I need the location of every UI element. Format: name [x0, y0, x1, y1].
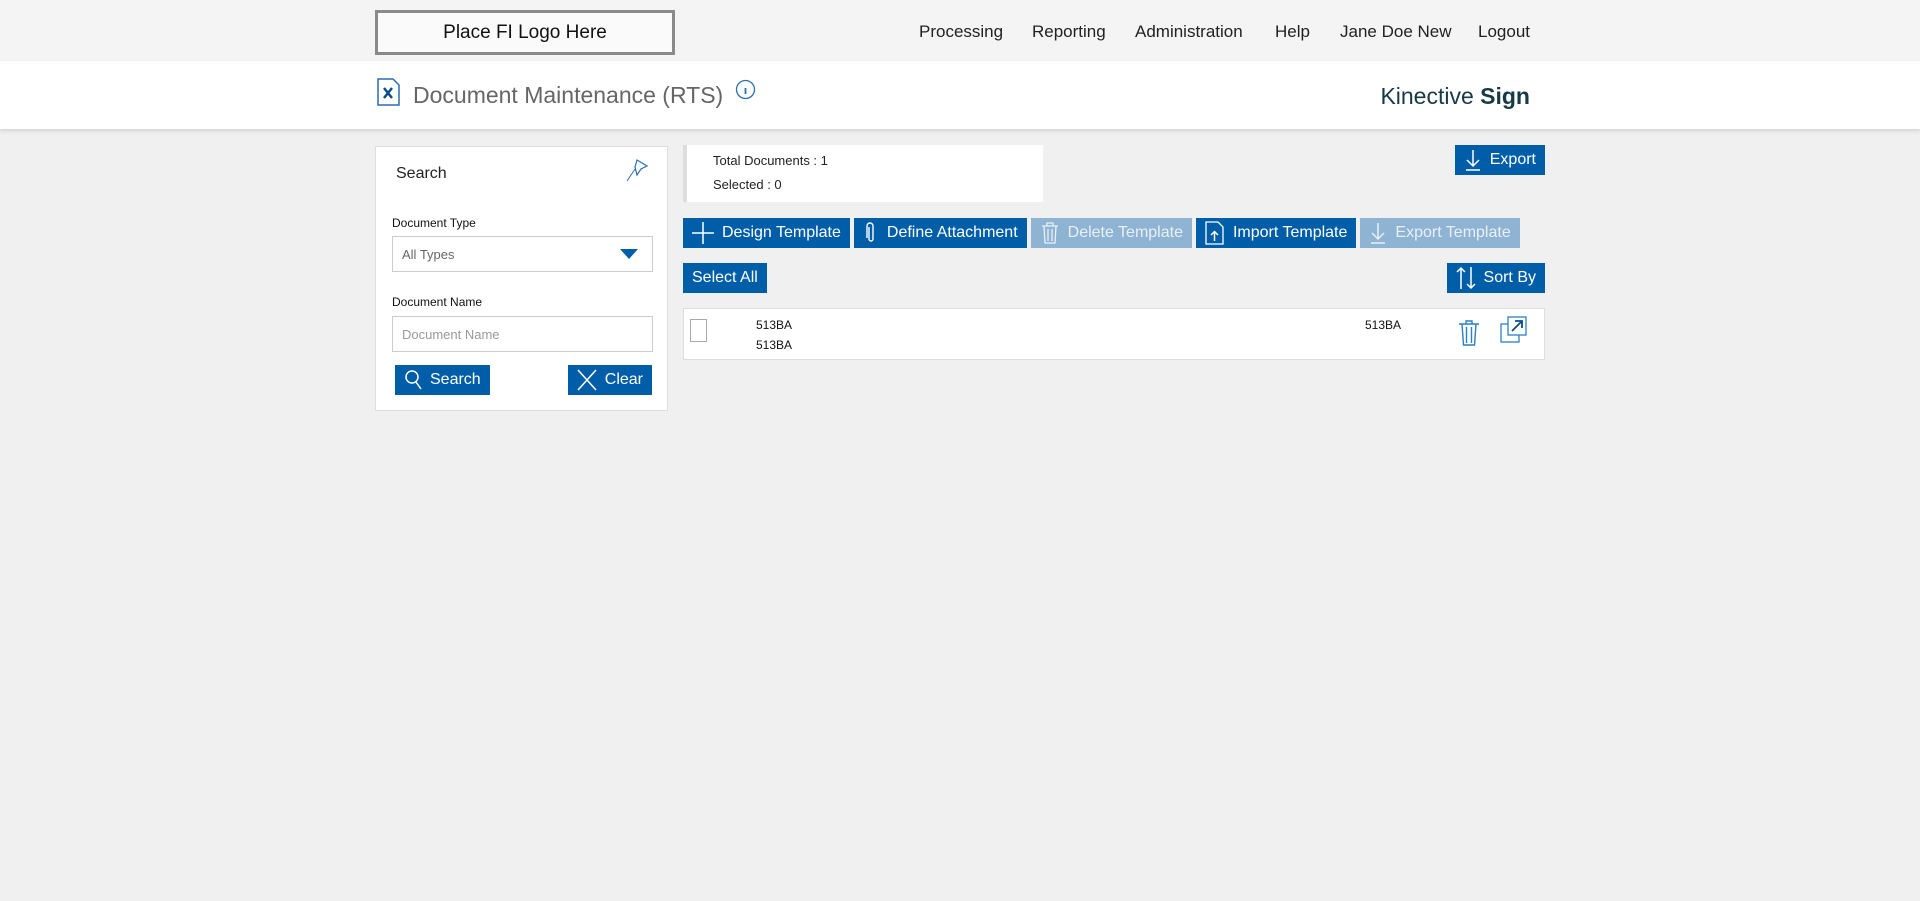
import-template-button[interactable]: Import Template: [1195, 218, 1357, 248]
page-title: Document Maintenance (RTS): [413, 82, 724, 108]
document-stats: Total Documents : 1 Selected : 0: [683, 145, 1043, 202]
export-button[interactable]: Export: [1454, 145, 1545, 175]
nav-processing[interactable]: Processing: [919, 22, 1004, 41]
search-icon: [405, 370, 422, 390]
total-documents: Total Documents : 1: [713, 153, 828, 168]
trash-icon[interactable]: [1457, 319, 1481, 347]
document-type-select[interactable]: All Types: [392, 236, 653, 272]
close-icon: [577, 369, 597, 391]
nav-logout[interactable]: Logout: [1478, 22, 1530, 41]
select-all-button[interactable]: Select All: [683, 263, 767, 293]
trash-icon: [1041, 222, 1058, 244]
sort-by-button[interactable]: Sort By: [1446, 263, 1545, 293]
template-toolbar: Design Template Define Attachment Delete…: [683, 218, 1520, 248]
nav-help[interactable]: Help: [1275, 22, 1310, 41]
document-name-label: Document Name: [392, 295, 483, 309]
row-checkbox[interactable]: [690, 319, 707, 342]
selected-count: Selected : 0: [713, 177, 782, 192]
nav-user[interactable]: Jane Doe New: [1340, 22, 1452, 41]
plus-icon: [692, 222, 714, 244]
nav-administration[interactable]: Administration: [1135, 22, 1243, 41]
table-row: 513BA 513BA 513BA: [683, 308, 1545, 360]
chevron-down-icon: [620, 249, 638, 259]
page-title-group: Document Maintenance (RTS): [377, 78, 756, 109]
page-header: [0, 61, 1920, 129]
delete-template-button[interactable]: Delete Template: [1030, 218, 1192, 248]
row-description: 513BA: [756, 338, 793, 352]
logo-placeholder: Place FI Logo Here: [375, 10, 675, 55]
document-tools-icon: [377, 78, 400, 106]
design-template-button[interactable]: Design Template: [683, 218, 850, 248]
file-upload-icon: [1205, 221, 1224, 245]
pin-icon[interactable]: [625, 155, 651, 185]
sort-icon: [1456, 266, 1476, 290]
logo-text: Place FI Logo Here: [443, 21, 607, 43]
paperclip-icon: [866, 222, 874, 242]
row-name: 513BA: [756, 318, 793, 332]
document-name-input[interactable]: Document Name: [392, 316, 653, 352]
open-external-icon[interactable]: [1500, 316, 1528, 343]
search-panel-title: Search: [396, 165, 447, 182]
clear-button[interactable]: Clear: [567, 365, 652, 395]
download-icon: [1371, 223, 1386, 244]
search-panel: Search Document Type All Types Document …: [375, 146, 668, 411]
top-bar: [0, 0, 1920, 61]
download-icon: [1465, 150, 1480, 171]
export-template-button[interactable]: Export Template: [1360, 218, 1520, 248]
info-icon[interactable]: [735, 79, 756, 100]
brand-logo: Kinective Sign: [1380, 83, 1530, 109]
define-attachment-button[interactable]: Define Attachment: [853, 218, 1027, 248]
search-button[interactable]: Search: [395, 365, 490, 395]
document-type-label: Document Type: [392, 216, 476, 230]
row-code: 513BA: [1365, 318, 1402, 332]
nav-reporting[interactable]: Reporting: [1032, 22, 1106, 41]
